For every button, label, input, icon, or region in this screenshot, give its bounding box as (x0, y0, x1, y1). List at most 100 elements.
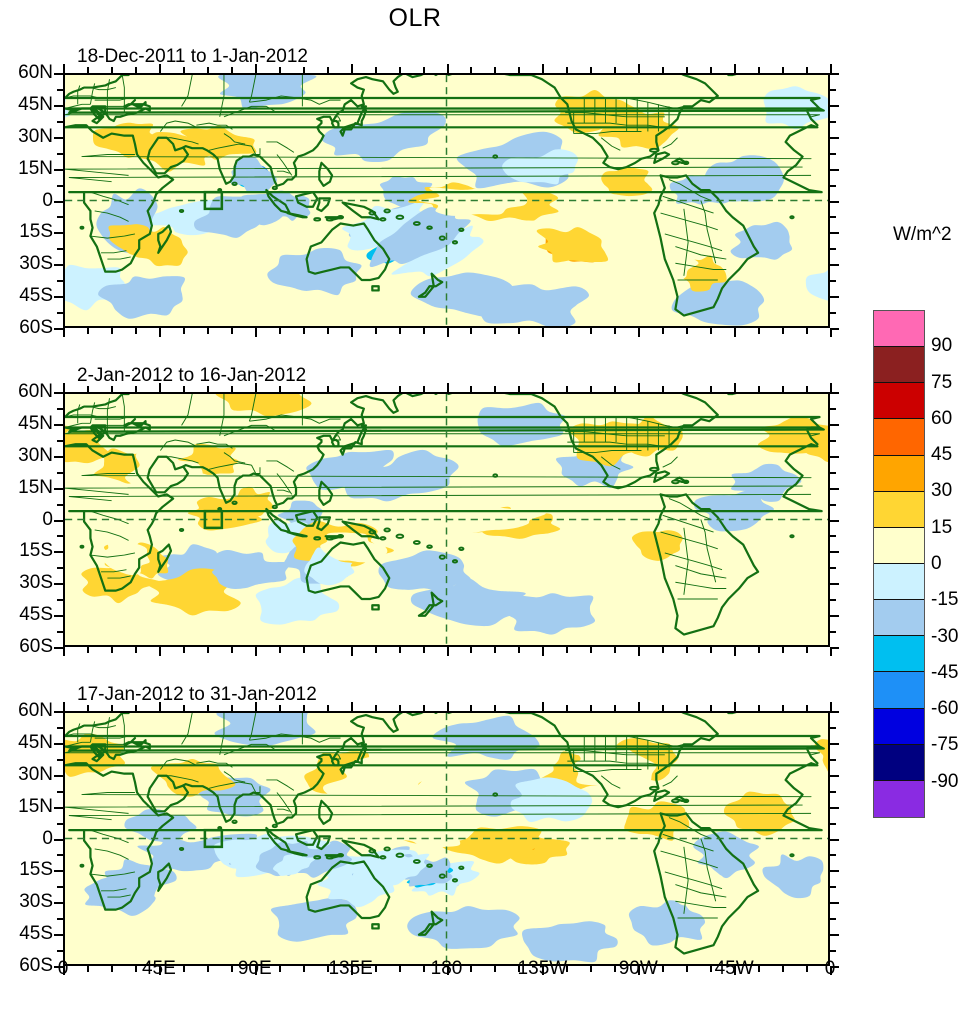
axis-tick (734, 966, 737, 975)
colorbar-tick-label: 15 (931, 516, 953, 538)
axis-tick (662, 67, 665, 73)
axis-tick (446, 966, 449, 975)
axis-tick (206, 67, 209, 73)
y-tick-label: 0 (42, 189, 53, 211)
axis-tick (830, 615, 839, 618)
axis-tick (518, 67, 521, 73)
axis-tick (494, 67, 497, 73)
axis-tick (614, 647, 617, 653)
axis-tick (54, 200, 63, 203)
axis-tick (686, 328, 689, 334)
axis-tick (830, 136, 839, 139)
axis-tick (422, 386, 425, 392)
axis-tick (398, 647, 401, 653)
axis-tick (734, 647, 737, 656)
axis-tick (398, 966, 401, 972)
axis-tick (734, 64, 737, 73)
axis-tick (398, 386, 401, 392)
axis-tick (830, 519, 839, 522)
map-panel-3: 17-Jan-2012 to 31-Jan-2012 60N 45N 30N 15N 0 1… (18, 684, 839, 976)
y-tick-label: 15S (19, 221, 53, 243)
axis-tick (110, 386, 113, 392)
axis-tick (686, 705, 689, 711)
axis-tick (57, 312, 63, 315)
axis-tick (782, 966, 785, 972)
axis-tick (566, 966, 569, 972)
axis-tick (830, 950, 836, 953)
y-tick-label: 30N (18, 125, 53, 147)
axis-tick (278, 328, 281, 334)
colorbar-band (874, 563, 924, 601)
axis-tick (494, 386, 497, 392)
axis-tick (590, 647, 593, 653)
colorbar-band (874, 419, 924, 456)
axis-tick (57, 854, 63, 857)
axis-tick (182, 647, 185, 653)
axis-tick (54, 934, 63, 937)
axis-tick (158, 383, 161, 392)
y-axis-labels-3: 60N 45N 30N 15N 0 15S 30S 45S 60S (5, 700, 63, 976)
axis-tick (422, 328, 425, 334)
axis-tick (470, 386, 473, 392)
axis-tick (830, 918, 836, 921)
axis-tick (662, 966, 665, 972)
x-tick-label: 135W (517, 958, 568, 979)
axis-tick (57, 886, 63, 889)
y-tick-label: 60N (18, 62, 53, 83)
axis-tick (638, 383, 641, 392)
axis-tick (57, 950, 63, 953)
y-tick-label: 60N (18, 700, 53, 721)
axis-tick (518, 647, 521, 653)
colorbar-tick-label: 90 (931, 335, 953, 357)
axis-tick (470, 647, 473, 653)
axis-tick (782, 705, 785, 711)
axis-tick (57, 471, 63, 474)
axis-tick (422, 705, 425, 711)
axis-tick (398, 67, 401, 73)
axis-tick (830, 120, 836, 123)
axis-tick (54, 806, 63, 809)
axis-tick (470, 328, 473, 334)
map-plot-area-1 (63, 73, 830, 328)
axis-tick (590, 705, 593, 711)
y-tick-label: 30N (18, 444, 53, 466)
axis-tick (63, 702, 65, 711)
axis-tick (518, 328, 521, 334)
y-tick-label: 0 (42, 508, 53, 530)
axis-tick (830, 383, 832, 392)
y-tick-label: 15N (18, 795, 53, 817)
axis-tick (542, 328, 545, 337)
axis-tick (230, 705, 233, 711)
colorbar-band (874, 455, 924, 492)
axis-tick (830, 471, 836, 474)
colorbar-band (874, 672, 924, 709)
colorbar-band (874, 311, 924, 348)
axis-tick (638, 64, 641, 73)
axis-tick (830, 104, 839, 107)
axis-tick (57, 503, 63, 506)
axis-tick (182, 328, 185, 334)
axis-tick (446, 328, 449, 337)
axis-tick (662, 647, 665, 653)
axis-tick (758, 647, 761, 653)
axis-tick (830, 168, 839, 171)
axis-tick (446, 647, 449, 656)
axis-tick (54, 615, 63, 618)
axis-tick (422, 647, 425, 653)
y-tick-label: 45S (19, 285, 53, 307)
axis-tick (830, 647, 839, 649)
panel-title-2: 2-Jan-2012 to 16-Jan-2012 (77, 365, 307, 386)
axis-tick (206, 647, 209, 653)
y-tick-label: 45S (19, 923, 53, 945)
axis-tick (54, 136, 63, 139)
axis-tick (54, 711, 63, 713)
colorbar-tick-label: 30 (931, 480, 953, 502)
colorbar-tick-label: 0 (931, 553, 942, 574)
axis-tick (830, 870, 839, 873)
axis-tick (662, 328, 665, 334)
axis-tick (686, 67, 689, 73)
axis-tick (806, 647, 809, 653)
axis-tick (57, 726, 63, 729)
axis-tick (830, 726, 836, 729)
colorbar-tick-label: -90 (931, 770, 959, 792)
